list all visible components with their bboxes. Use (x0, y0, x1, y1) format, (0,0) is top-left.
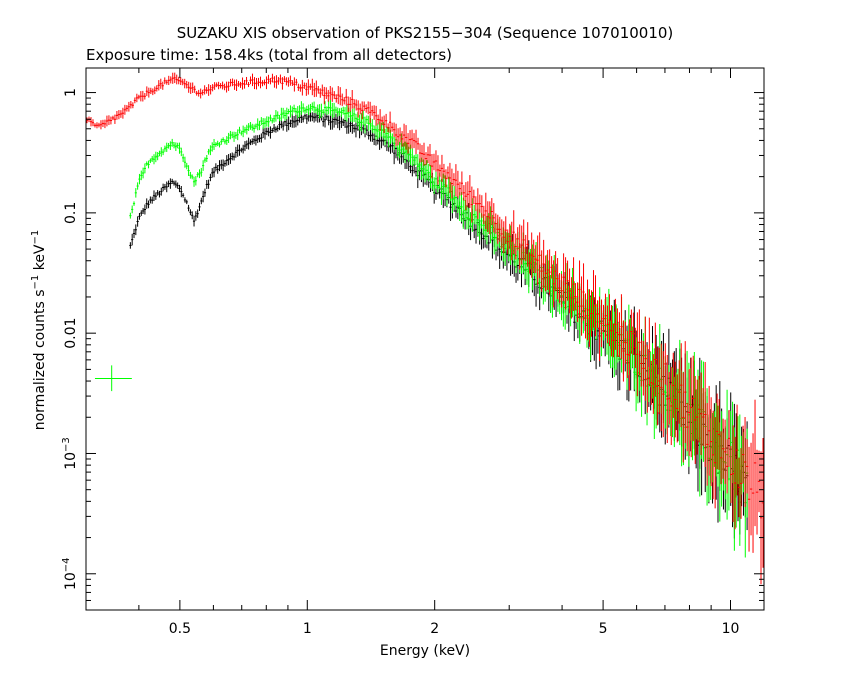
x-tick-label: 2 (430, 621, 439, 637)
chart-title: SUZAKU XIS observation of PKS2155−304 (S… (177, 24, 674, 42)
x-tick-label: 10 (722, 621, 740, 637)
y-tick-label: 0.01 (63, 318, 79, 349)
isolated-data-point (94, 365, 132, 392)
x-axis-label: Energy (keV) (380, 643, 470, 659)
y-axis-label: normalized counts s−1 keV−1 (30, 230, 48, 431)
x-tick-label: 5 (599, 621, 608, 637)
chart-subtitle: Exposure time: 158.4ks (total from all d… (86, 46, 452, 64)
x-tick-label: 1 (303, 621, 312, 637)
ticks-layer: 0.5 1 2 5 10 1 0.1 0.01 10−3 10−4 (61, 68, 764, 637)
y-tick-label: 10−4 (61, 557, 79, 590)
plot-frame (85, 67, 765, 611)
y-tick-label: 1 (63, 88, 79, 97)
y-tick-label: 0.1 (63, 202, 79, 224)
series-0 (86, 72, 764, 585)
y-tick-label: 10−3 (61, 437, 79, 470)
x-tick-label: 0.5 (169, 621, 191, 637)
series-layer (86, 72, 764, 585)
